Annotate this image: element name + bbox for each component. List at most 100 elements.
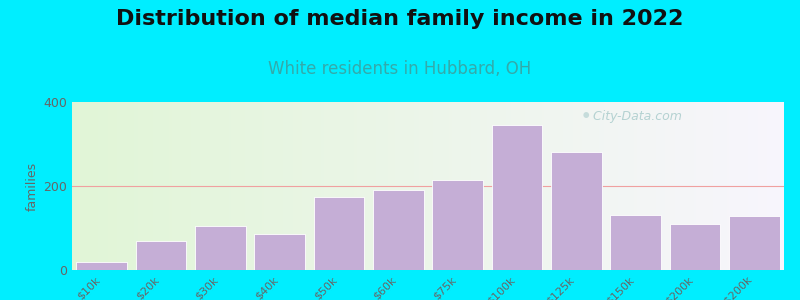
Bar <box>663 102 666 270</box>
Bar <box>138 102 141 270</box>
Bar <box>202 102 205 270</box>
Bar <box>748 102 750 270</box>
Bar <box>604 102 606 270</box>
Bar <box>651 102 654 270</box>
Bar <box>779 102 782 270</box>
Bar <box>450 102 452 270</box>
Bar <box>435 102 438 270</box>
Bar <box>675 102 677 270</box>
Bar <box>226 102 229 270</box>
Bar <box>542 102 544 270</box>
Bar <box>397 102 399 270</box>
Bar <box>134 102 136 270</box>
Bar <box>328 102 330 270</box>
Bar <box>523 102 526 270</box>
Bar <box>610 102 613 270</box>
Bar <box>742 102 744 270</box>
Bar <box>414 102 416 270</box>
Bar <box>622 102 625 270</box>
Bar <box>146 102 148 270</box>
Bar <box>359 102 362 270</box>
Bar <box>148 102 150 270</box>
Bar <box>276 102 278 270</box>
Bar <box>238 102 241 270</box>
Bar <box>177 102 178 270</box>
Bar <box>122 102 124 270</box>
Bar <box>554 102 556 270</box>
Bar <box>72 102 74 270</box>
Bar <box>266 102 269 270</box>
Bar <box>74 102 77 270</box>
Bar <box>160 102 162 270</box>
Bar <box>433 102 435 270</box>
Bar <box>428 102 430 270</box>
Bar <box>438 102 440 270</box>
Bar <box>195 226 246 270</box>
Bar <box>250 102 252 270</box>
Bar <box>698 102 701 270</box>
Bar <box>592 102 594 270</box>
Bar <box>82 102 84 270</box>
Bar <box>478 102 480 270</box>
Bar <box>131 102 134 270</box>
Bar <box>490 102 492 270</box>
Bar <box>585 102 587 270</box>
Bar <box>720 102 722 270</box>
Bar <box>383 102 386 270</box>
Bar <box>193 102 195 270</box>
Bar <box>141 102 143 270</box>
Bar <box>737 102 739 270</box>
Bar <box>551 152 602 270</box>
Bar <box>409 102 411 270</box>
Bar <box>570 102 573 270</box>
Bar <box>744 102 746 270</box>
Bar <box>188 102 190 270</box>
Bar <box>411 102 414 270</box>
Bar <box>342 102 345 270</box>
Bar <box>755 102 758 270</box>
Bar <box>319 102 321 270</box>
Bar <box>556 102 558 270</box>
Bar <box>314 102 317 270</box>
Bar <box>509 102 511 270</box>
Bar <box>314 196 364 270</box>
Bar <box>376 102 378 270</box>
Bar <box>310 102 312 270</box>
Bar <box>594 102 597 270</box>
Bar <box>618 102 620 270</box>
Bar <box>499 102 502 270</box>
Bar <box>516 102 518 270</box>
Bar <box>170 102 172 270</box>
Bar <box>362 102 364 270</box>
Bar <box>158 102 160 270</box>
Bar <box>646 102 649 270</box>
Bar <box>511 102 514 270</box>
Bar <box>165 102 167 270</box>
Bar <box>649 102 651 270</box>
Bar <box>333 102 335 270</box>
Bar <box>394 102 397 270</box>
Bar <box>381 102 383 270</box>
Bar <box>730 102 732 270</box>
Bar <box>231 102 234 270</box>
Bar <box>722 102 725 270</box>
Bar <box>426 102 428 270</box>
Bar <box>418 102 421 270</box>
Bar <box>673 102 675 270</box>
Bar <box>262 102 264 270</box>
Bar <box>634 102 637 270</box>
Bar <box>274 102 276 270</box>
Bar <box>345 102 347 270</box>
Bar <box>561 102 563 270</box>
Bar <box>703 102 706 270</box>
Bar <box>732 102 734 270</box>
Bar <box>670 224 720 270</box>
Bar <box>416 102 418 270</box>
Bar <box>150 102 153 270</box>
Bar <box>610 215 661 270</box>
Bar <box>283 102 286 270</box>
Bar <box>357 102 359 270</box>
Bar <box>590 102 592 270</box>
Bar <box>639 102 642 270</box>
Bar <box>106 102 107 270</box>
